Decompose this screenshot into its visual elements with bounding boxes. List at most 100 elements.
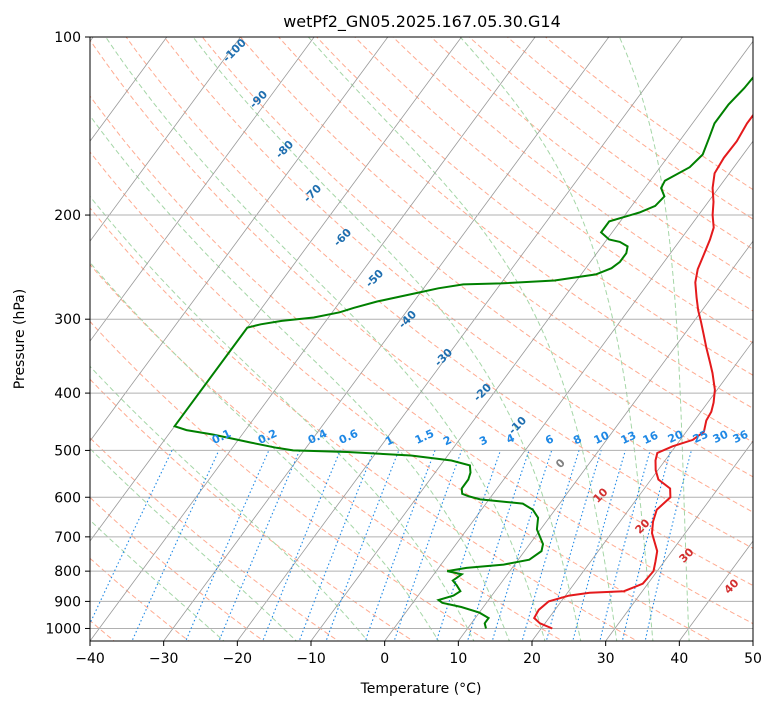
dry-adiabat-line — [90, 151, 713, 641]
isotherm-line — [752, 640, 753, 641]
y-tick-label: 800 — [54, 564, 81, 580]
moist-adiabats — [90, 37, 690, 641]
x-axis-title: Temperature (°C) — [360, 681, 482, 697]
mixing-ratio-label: 0.4 — [306, 427, 329, 447]
mixing-ratio-label: 13 — [619, 429, 638, 447]
mixing-ratio-label: 6 — [543, 432, 556, 447]
x-tick-label: 50 — [744, 651, 762, 667]
mixing-ratio-line — [491, 450, 553, 641]
mixing-ratio-label: 0.6 — [337, 427, 360, 447]
dry-adiabat-line — [316, 37, 753, 376]
dry-adiabat-line — [277, 37, 753, 409]
chart-title: wetPf2_GN05.2025.167.05.30.G14 — [283, 12, 561, 32]
y-tick-label: 500 — [54, 443, 81, 459]
mixing-ratio-line — [90, 450, 173, 625]
mixing-ratio-label: 36 — [731, 428, 751, 446]
dry-adiabat-label: 20 — [633, 516, 653, 536]
isotherm-line — [90, 37, 315, 342]
isotherms — [90, 37, 753, 641]
dry-adiabat-line — [201, 37, 753, 478]
line-labels: -100-90-80-70-60-50-40-30-20-10010203040… — [210, 37, 751, 597]
y-tick-label: 700 — [54, 530, 81, 546]
mixing-ratio-label: 3 — [477, 433, 489, 448]
moist-adiabat-line — [90, 447, 298, 641]
temperature-line — [532, 113, 753, 630]
zero-label: 0 — [553, 456, 568, 471]
moist-adiabat-line — [90, 365, 369, 641]
x-tick-label: 10 — [449, 651, 467, 667]
mixing-ratio-line — [521, 450, 580, 641]
mixing-ratio-label: 10 — [592, 429, 612, 447]
dry-adiabat-line — [506, 37, 753, 220]
dry-adiabat-line — [392, 37, 753, 312]
mixing-ratio-label: 30 — [711, 428, 731, 446]
wet-bulb-label: -80 — [273, 138, 296, 161]
dry-adiabat-line — [239, 37, 753, 443]
mixing-ratio-label: 16 — [641, 429, 661, 447]
mixing-ratio-label: 25 — [691, 428, 710, 446]
dry-adiabat-line — [90, 320, 489, 641]
isotherm-line — [90, 37, 536, 641]
dry-adiabat-line — [90, 39, 753, 587]
mixing-ratio-line — [621, 450, 672, 641]
x-tick-label: −20 — [223, 651, 253, 667]
mixing-ratio-label: 0.1 — [210, 427, 233, 447]
mixing-ratio-label: 1 — [383, 433, 395, 448]
y-axis-title: Pressure (hPa) — [12, 289, 28, 389]
x-tick-label: −40 — [75, 651, 105, 667]
dry-adiabat-line — [90, 378, 414, 641]
dry-adiabat-line — [354, 37, 753, 344]
isotherm-line — [163, 37, 610, 641]
wet-bulb-label: -50 — [363, 267, 386, 290]
moist-adiabat-line — [618, 37, 690, 641]
y-tick-label: 900 — [54, 594, 81, 610]
mixing-ratio-line — [262, 450, 341, 641]
x-tick-label: 30 — [597, 651, 615, 667]
mixing-ratio-line — [572, 450, 626, 641]
isotherm-line — [90, 37, 168, 142]
mixing-ratio-lines — [90, 450, 692, 641]
moist-adiabat-line — [105, 37, 546, 641]
mixing-ratio-line — [545, 450, 602, 641]
wet-bulb-label: -20 — [471, 381, 494, 404]
isotherm-line — [457, 240, 753, 641]
mixing-ratio-line — [218, 450, 301, 641]
dry-adiabat-line — [163, 37, 753, 513]
moist-adiabat-line — [90, 114, 510, 641]
isotherm-line — [90, 37, 241, 242]
y-tick-label: 100 — [54, 30, 81, 46]
mixing-ratio-label: 8 — [571, 432, 583, 447]
x-tick-label: 0 — [380, 651, 389, 667]
dry-adiabat-label: 10 — [591, 485, 611, 505]
mixing-ratio-line — [364, 450, 436, 641]
x-axis: −40 −30 −20 −10 0 10 20 30 40 50 — [75, 641, 762, 667]
isotherm-line — [90, 37, 389, 442]
dewpoint-line — [172, 76, 753, 629]
moist-adiabat-line — [90, 195, 475, 641]
mixing-ratio-label: 20 — [666, 428, 686, 446]
x-tick-label: −10 — [296, 651, 326, 667]
mixing-ratio-line — [599, 450, 651, 641]
dry-adiabat-line — [468, 37, 753, 250]
moist-adiabat-line — [192, 37, 582, 641]
x-tick-label: 20 — [523, 651, 541, 667]
isotherm-line — [384, 140, 753, 641]
pressure-grid — [90, 37, 753, 629]
y-tick-label: 600 — [54, 490, 81, 506]
y-tick-label: 200 — [54, 208, 81, 224]
mixing-ratio-line — [466, 450, 530, 641]
moist-adiabat-line — [90, 519, 225, 641]
mixing-ratio-line — [393, 450, 463, 641]
wet-bulb-label: -30 — [432, 346, 455, 369]
y-tick-label: 400 — [54, 386, 81, 402]
plot-area: -100-90-80-70-60-50-40-30-20-10010203040… — [90, 37, 753, 641]
isotherm-line — [605, 440, 753, 641]
wet-bulb-label: -70 — [301, 182, 324, 205]
mixing-ratio-line — [325, 450, 400, 641]
y-tick-label: 1000 — [45, 621, 81, 637]
dry-adiabat-label: 30 — [677, 545, 697, 565]
mixing-ratio-label: 1.5 — [413, 427, 436, 447]
dry-adiabat-line — [125, 37, 753, 549]
profile-series — [172, 76, 753, 630]
